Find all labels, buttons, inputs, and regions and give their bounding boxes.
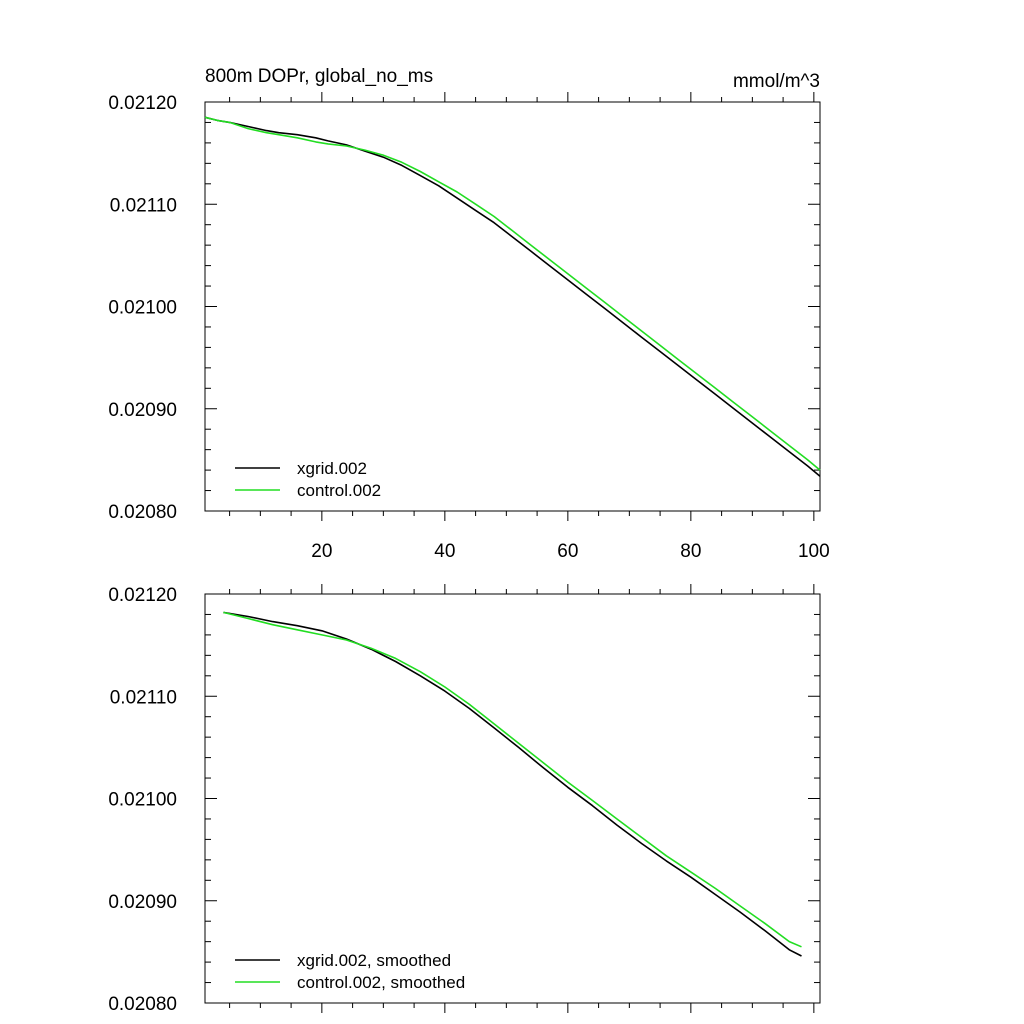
x-tick-label: 40	[434, 541, 455, 562]
plot-frame	[204, 101, 821, 512]
plot-frame	[204, 593, 821, 1004]
x-tick-label: 60	[557, 541, 578, 562]
y-tick-label: 0.02110	[110, 687, 177, 708]
legend-label-2: control.002	[297, 481, 381, 500]
y-tick-label: 0.02090	[108, 400, 177, 421]
x-tick-label: 100	[798, 541, 830, 562]
y-tick-label: 0.02090	[108, 892, 177, 913]
series-line-1	[223, 611, 802, 957]
series-line-2	[223, 611, 802, 948]
y-tick-label: 0.02100	[108, 790, 177, 811]
legend-label-2: control.002, smoothed	[297, 973, 465, 992]
series-line-1	[204, 116, 821, 477]
chart-title: 800m DOPr, global_no_ms	[205, 66, 433, 87]
y-tick-label: 0.02080	[108, 994, 177, 1015]
y-tick-label: 0.02120	[108, 93, 177, 114]
legend-label-1: xgrid.002	[297, 459, 367, 478]
y-tick-label: 0.02100	[108, 298, 177, 319]
x-tick-label: 80	[680, 541, 701, 562]
series-line-2	[204, 116, 821, 471]
chart-units: mmol/m^3	[733, 71, 820, 92]
chart-panel-2: 0.02080 0.02090 0.02100 0.02110 0.02120 xgrid…	[108, 584, 821, 1015]
y-tick-label: 0.02110	[110, 195, 177, 216]
chart-panel-1: 0.02080 0.02090 0.02100 0.02110 0.02120 20 40 6…	[108, 66, 829, 562]
x-tick-label: 20	[311, 541, 332, 562]
y-tick-label: 0.02120	[108, 585, 177, 606]
y-tick-label: 0.02080	[108, 502, 177, 523]
legend-label-1: xgrid.002, smoothed	[297, 951, 451, 970]
